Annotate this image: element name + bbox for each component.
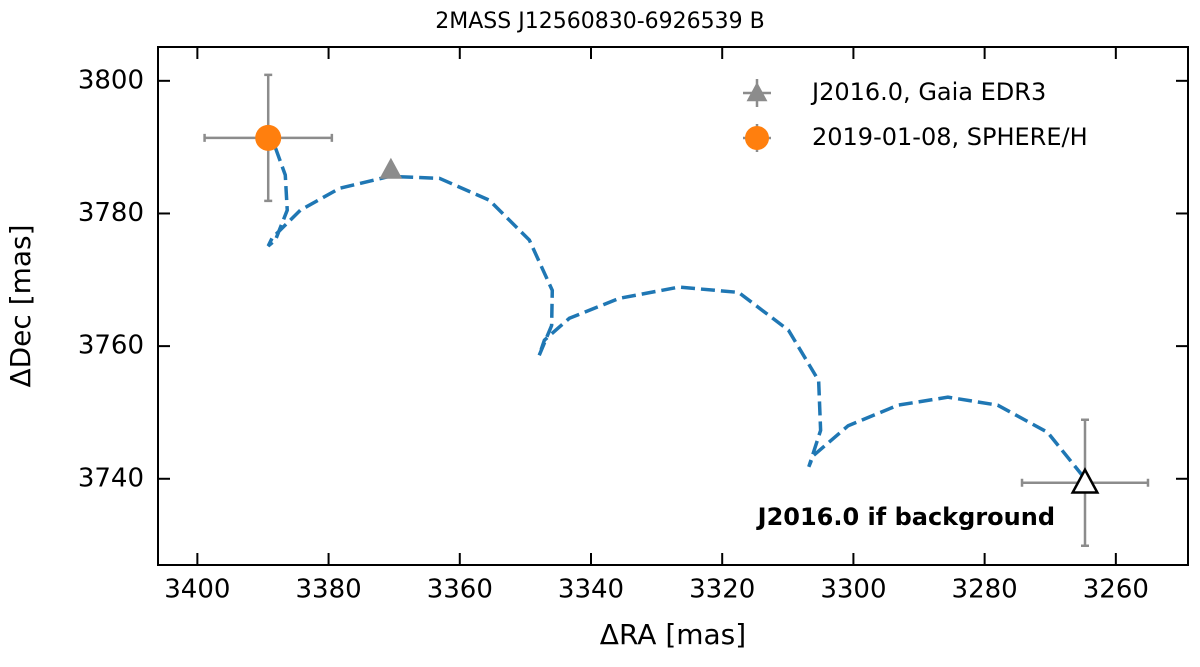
background-point xyxy=(1070,467,1100,494)
y-tick-label: 3740 xyxy=(78,463,144,493)
track-line xyxy=(266,147,1087,480)
x-tick-label: 3360 xyxy=(427,575,493,605)
annotation: J2016.0 if background xyxy=(756,503,1055,531)
y-axis-label: ΔDec [mas] xyxy=(4,224,37,387)
x-tick-label: 3380 xyxy=(295,575,361,605)
chart-title: 2MASS J12560830-6926539 B xyxy=(435,9,764,34)
legend-label: 2019-01-08, SPHERE/H xyxy=(812,123,1088,151)
x-tick-label: 3320 xyxy=(689,575,755,605)
data-point xyxy=(379,157,403,179)
plot-frame xyxy=(157,46,1189,566)
x-tick-label: 3260 xyxy=(1083,575,1149,605)
legend-marker xyxy=(746,82,768,102)
x-tick-label: 3340 xyxy=(558,575,624,605)
x-tick-label: 3400 xyxy=(164,575,230,605)
x-tick-label: 3280 xyxy=(952,575,1018,605)
legend-label: J2016.0, Gaia EDR3 xyxy=(810,78,1046,106)
y-tick-label: 3800 xyxy=(78,65,144,95)
x-tick-label: 3300 xyxy=(820,575,886,605)
legend-marker xyxy=(745,126,769,150)
data-point xyxy=(255,124,282,151)
y-tick-label: 3760 xyxy=(78,331,144,361)
y-tick-label: 3780 xyxy=(78,198,144,228)
x-axis-label: ΔRA [mas] xyxy=(600,618,746,651)
